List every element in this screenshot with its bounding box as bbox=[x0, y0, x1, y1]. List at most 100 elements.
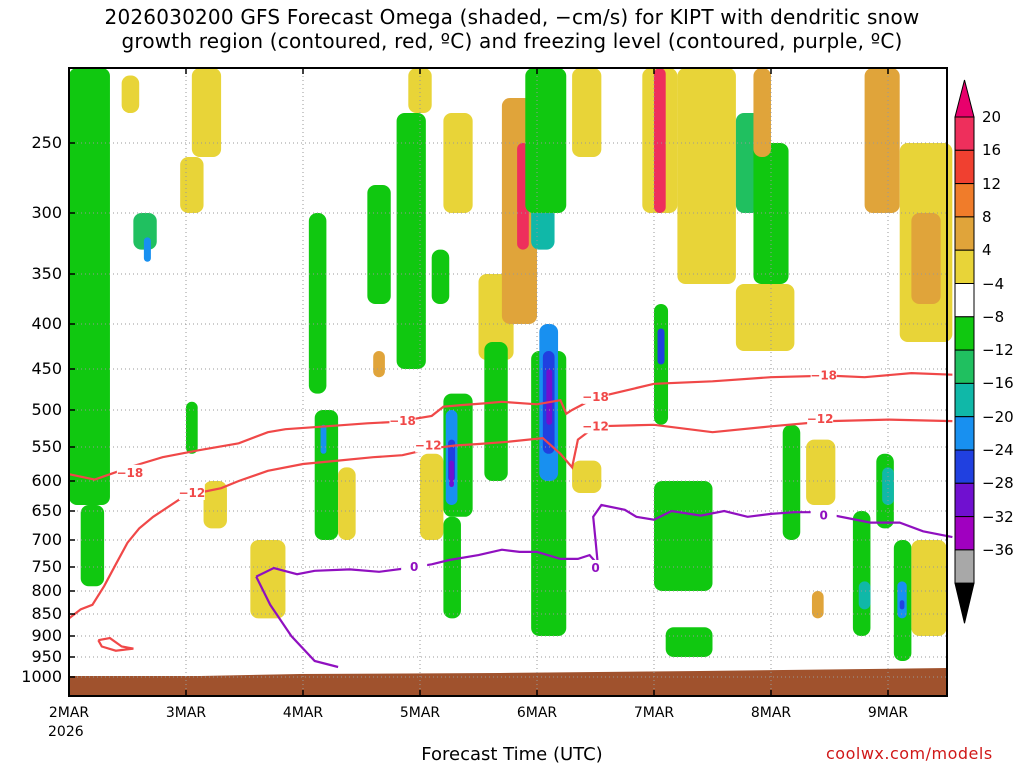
omega-cell-18 bbox=[420, 453, 444, 540]
y-tick-label-650: 650 bbox=[31, 501, 62, 520]
contour-label-bg-6 bbox=[582, 418, 609, 434]
ground-layer bbox=[69, 668, 947, 696]
contour-label-8: 0 bbox=[410, 560, 418, 574]
y-tick-label-700: 700 bbox=[31, 530, 62, 549]
omega-cell-13 bbox=[338, 467, 356, 540]
omega-cell-14 bbox=[367, 185, 391, 304]
omega-cell-15 bbox=[373, 351, 385, 378]
colorbar-label-11: −28 bbox=[982, 474, 1014, 493]
x-tick-label-4MAR: 4MAR bbox=[282, 705, 324, 721]
omega-cell-39 bbox=[654, 68, 666, 213]
omega-cell-8 bbox=[203, 481, 227, 529]
omega-cell-27 bbox=[484, 342, 508, 481]
colorbar-label-10: −24 bbox=[982, 441, 1014, 459]
x-tick-label-9MAR: 9MAR bbox=[867, 705, 909, 721]
credit-link[interactable]: coolwx.com/models bbox=[826, 744, 993, 763]
colorbar-label-2: 12 bbox=[982, 174, 1002, 193]
omega-cell-4 bbox=[121, 75, 140, 113]
omega-cell-17 bbox=[408, 68, 432, 113]
contour--12C bbox=[68, 418, 953, 620]
contour-label-2: −18 bbox=[582, 390, 609, 404]
colorbar-swatch-12 bbox=[954, 516, 975, 551]
colorbar-label-6: −8 bbox=[982, 307, 1005, 326]
colorbar-swatch-10 bbox=[954, 449, 975, 484]
omega-cell-56 bbox=[882, 467, 894, 505]
contour--18C bbox=[68, 371, 953, 481]
contour--12C-loop bbox=[97, 636, 134, 652]
colorbar-swatch-2 bbox=[954, 183, 975, 218]
contour-label-bg-7 bbox=[807, 410, 834, 426]
colorbar-swatch-5 bbox=[954, 283, 975, 318]
omega-cell-36 bbox=[572, 68, 602, 157]
omega-cell-58 bbox=[911, 213, 941, 304]
contour-label-9: 0 bbox=[591, 561, 599, 575]
x-tick-label-2MAR: 2MAR bbox=[48, 705, 90, 721]
omega-cell-2 bbox=[133, 213, 157, 250]
colorbar-swatch-0 bbox=[954, 116, 975, 151]
x-tick-label-3MAR: 3MAR bbox=[165, 705, 207, 721]
chart-title-line-2: growth region (contoured, red, ºC) and f… bbox=[121, 29, 903, 53]
chart-title-line-1: 2026030200 GFS Forecast Omega (shaded, −… bbox=[104, 5, 920, 29]
colorbar-label-3: 8 bbox=[982, 207, 992, 226]
omega-cell-47 bbox=[753, 143, 789, 284]
colorbar-swatch-8 bbox=[954, 382, 975, 418]
contours: −18 −18 −18 −18 −12 −12 −12 −12 0 0 0 bbox=[68, 367, 953, 669]
omega-cell-9 bbox=[250, 540, 286, 619]
omega-cell-62 bbox=[911, 540, 947, 636]
x-tick-label-6MAR: 6MAR bbox=[516, 705, 558, 721]
omega-cell-51 bbox=[811, 591, 824, 619]
omega-cell-43 bbox=[665, 627, 713, 657]
contour-label-7: −12 bbox=[807, 412, 834, 426]
contour-label-10: 0 bbox=[819, 509, 827, 523]
contour-label-bg-3 bbox=[810, 367, 837, 383]
omega-cell-1 bbox=[80, 505, 105, 587]
contour-0C bbox=[255, 503, 953, 578]
omega-cell-37 bbox=[572, 460, 602, 493]
omega-shading bbox=[69, 68, 953, 661]
contour-label-bg-9 bbox=[582, 559, 609, 575]
contour-label-bg-1 bbox=[389, 413, 416, 429]
colorbar-swatch-11 bbox=[954, 482, 975, 518]
y-tick-label-500: 500 bbox=[31, 400, 62, 419]
x-axis-title: Forecast Time (UTC) bbox=[421, 744, 603, 765]
omega-cell-12 bbox=[320, 424, 327, 454]
contour-label-5: −12 bbox=[415, 439, 442, 453]
y-tick-label-750: 750 bbox=[31, 557, 62, 576]
x-tick-label-5MAR: 5MAR bbox=[399, 705, 441, 721]
contour-label-bg-8 bbox=[401, 559, 428, 574]
colorbar-label-13: −36 bbox=[982, 540, 1014, 559]
x-tick-label-8MAR: 8MAR bbox=[750, 705, 792, 721]
contour-label-4: −12 bbox=[178, 486, 205, 500]
colorbar-arrow-bottom bbox=[954, 582, 975, 624]
y-tick-label-400: 400 bbox=[31, 314, 62, 333]
y-tick-label-600: 600 bbox=[31, 471, 62, 490]
omega-cell-20 bbox=[443, 113, 473, 213]
contour-label-0: −18 bbox=[116, 466, 143, 480]
x-axis-year: 2026 bbox=[48, 724, 84, 740]
y-tick-label-950: 950 bbox=[31, 647, 62, 666]
omega-cell-50 bbox=[806, 439, 836, 505]
omega-cell-53 bbox=[858, 581, 871, 610]
colorbar-swatch-13 bbox=[954, 549, 975, 584]
ground-fill bbox=[69, 668, 947, 696]
colorbar-swatch-3 bbox=[954, 216, 975, 251]
contour-label-bg-0 bbox=[116, 464, 143, 480]
contour-label-bg-10 bbox=[810, 507, 837, 523]
colorbar-label-4: 4 bbox=[982, 241, 992, 260]
omega-cell-52 bbox=[852, 511, 871, 636]
omega-cell-3 bbox=[143, 237, 151, 262]
omega-cell-7 bbox=[186, 401, 198, 454]
omega-cell-19 bbox=[431, 249, 450, 304]
contour-label-1: −18 bbox=[389, 414, 416, 428]
x-tick-label-7MAR: 7MAR bbox=[633, 705, 675, 721]
y-tick-label-250: 250 bbox=[31, 133, 62, 152]
y-tick-label-350: 350 bbox=[31, 264, 62, 283]
contour-label-3: −18 bbox=[810, 369, 837, 383]
colorbar-label-0: 20 bbox=[982, 108, 1002, 126]
colorbar-swatch-1 bbox=[954, 149, 975, 185]
omega-cell-42 bbox=[654, 481, 713, 591]
omega-cell-48 bbox=[753, 68, 771, 157]
plot-frame bbox=[68, 67, 948, 697]
colorbar-swatch-9 bbox=[954, 416, 975, 451]
